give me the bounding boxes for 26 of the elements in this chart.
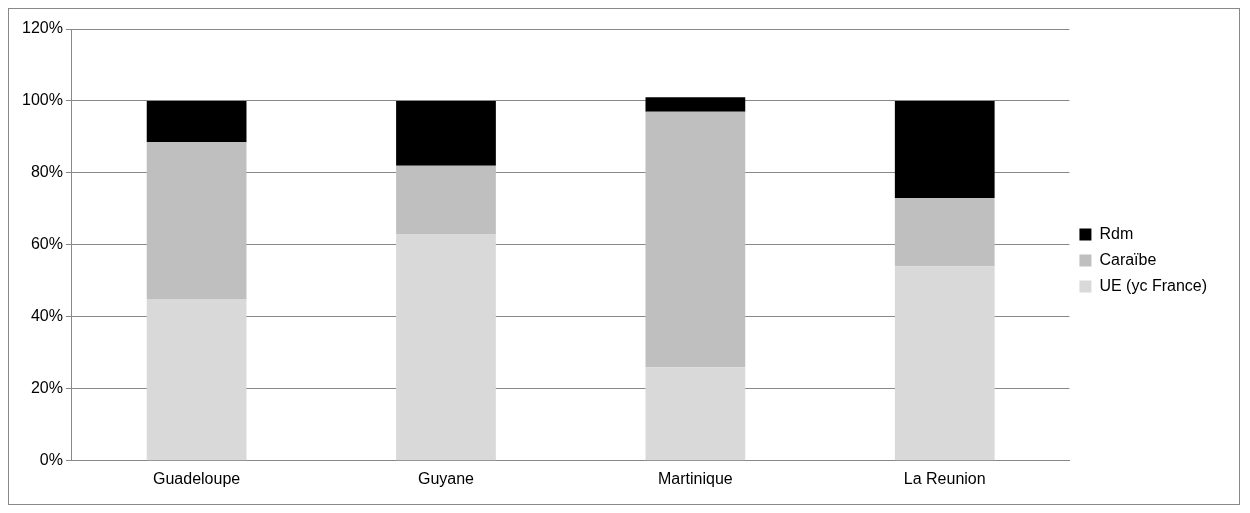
x-tick-label: La Reunion	[903, 469, 986, 487]
bar	[894, 266, 995, 461]
x-tick-label: Guyane	[417, 469, 475, 487]
bar	[645, 367, 746, 461]
y-tick-label: 60%	[30, 235, 63, 253]
bar	[146, 298, 247, 461]
bar	[396, 234, 496, 461]
y-tick-label: 80%	[30, 163, 63, 181]
bar	[146, 142, 247, 299]
bar	[396, 100, 496, 166]
bar	[894, 198, 995, 267]
x-tick-label: Martinique	[658, 469, 733, 487]
y-tick-label: 100%	[22, 91, 63, 109]
bar	[396, 165, 496, 235]
legend-label: Caraïbe	[1099, 250, 1157, 268]
bar	[645, 97, 746, 112]
bar	[894, 100, 995, 199]
legend-label: Rdm	[1099, 224, 1134, 242]
bar	[146, 100, 247, 143]
y-tick-label: 0%	[39, 451, 63, 469]
bar	[645, 111, 746, 368]
y-tick-label: 120%	[22, 19, 63, 37]
y-tick-label: 40%	[30, 307, 63, 325]
legend-label: UE (yc France)	[1099, 276, 1208, 294]
y-tick-label: 20%	[30, 379, 63, 397]
x-tick-label: Guadeloupe	[153, 469, 241, 487]
